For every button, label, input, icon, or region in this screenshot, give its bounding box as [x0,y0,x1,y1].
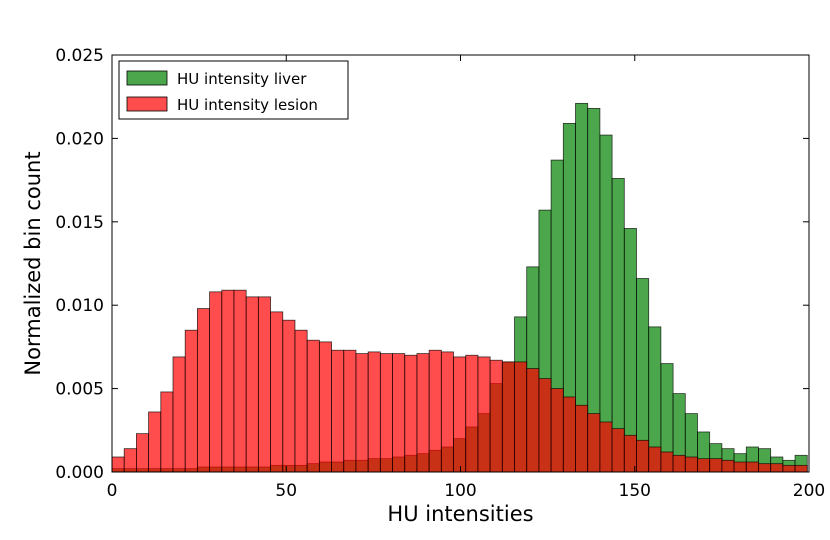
histogram-bar [501,361,515,473]
histogram-bar [172,356,186,473]
x-tick-label: 200 [793,481,825,501]
histogram-bar [148,411,162,473]
y-tick-label: 0.015 [55,213,104,233]
histogram-bar [221,289,235,473]
histogram-bar [611,178,625,473]
histogram-bar [672,454,686,473]
histogram-bar [343,349,357,473]
legend: HU intensity liver HU intensity lesion [118,60,349,120]
histogram-bar [770,463,784,473]
histogram-bar [270,311,284,473]
histogram-bar [721,459,735,473]
histogram-bar [135,433,149,473]
histogram-bar [489,359,503,473]
histogram-bar [758,463,772,473]
histogram-bar [416,353,430,473]
histogram-bar [294,329,308,473]
histogram-bar [599,134,613,473]
histogram-bar [318,341,332,473]
histogram-bar [526,368,540,473]
x-tick-label: 150 [619,481,651,501]
histogram-bar [538,378,552,473]
axis-ticks: 0 50 100 150 200 0.000 0.005 0.010 0.015 0.020 0.0… [55,46,825,501]
legend-label: HU intensity lesion [177,96,318,114]
histogram-bar [697,458,711,473]
x-tick-label: 0 [107,481,118,501]
histogram-bar [453,356,467,473]
histogram-bar [404,354,418,473]
histogram-bar [514,361,528,473]
histogram-bar [782,464,796,473]
x-axis-label: HU intensities [387,502,533,526]
histogram-bar [550,388,564,473]
histogram-bar [257,296,271,473]
histogram-bar [428,349,442,473]
histogram-bar [636,439,650,473]
series-2-bars [111,289,808,473]
histogram-bar [367,351,381,473]
histogram-bar [440,351,454,473]
histogram-bar [733,461,747,473]
histogram-bar [684,456,698,473]
histogram-bar [562,396,576,473]
histogram-bar [196,308,210,473]
y-tick-label: 0.025 [55,46,104,66]
histogram-bar [477,356,491,473]
histogram-bar [331,349,345,473]
y-tick-label: 0.020 [55,129,104,149]
y-tick-label: 0.000 [55,463,104,483]
histogram-bar [245,296,259,473]
histogram-bar [599,421,613,473]
histogram-bar [648,446,662,473]
histogram-bar [575,404,589,473]
histogram-bar [660,451,674,473]
histogram-bar [233,289,247,473]
histogram-bar [306,339,320,473]
histogram-bar [465,354,479,473]
y-axis-label: Normalized bin count [21,151,45,375]
histogram-bar [355,353,369,473]
histogram-bar [709,458,723,473]
histogram-bar [392,353,406,473]
histogram-bar [160,391,174,473]
histogram-bar [745,461,759,473]
histogram-bar [379,353,393,473]
legend-swatch [126,96,168,112]
histogram-bar [282,319,296,473]
y-tick-label: 0.005 [55,380,104,400]
x-tick-label: 100 [444,481,476,501]
legend-swatch [126,70,168,86]
y-tick-label: 0.010 [55,296,104,316]
histogram-bar [794,464,808,473]
x-tick-label: 50 [275,481,297,501]
legend-label: HU intensity liver [177,70,307,88]
histogram-bars [111,102,808,473]
histogram-bar [111,456,125,473]
histogram-bar [611,428,625,473]
histogram-bar [123,448,137,473]
histogram-bar [587,413,601,473]
histogram-bar [184,329,198,473]
histogram-bar [209,291,223,473]
